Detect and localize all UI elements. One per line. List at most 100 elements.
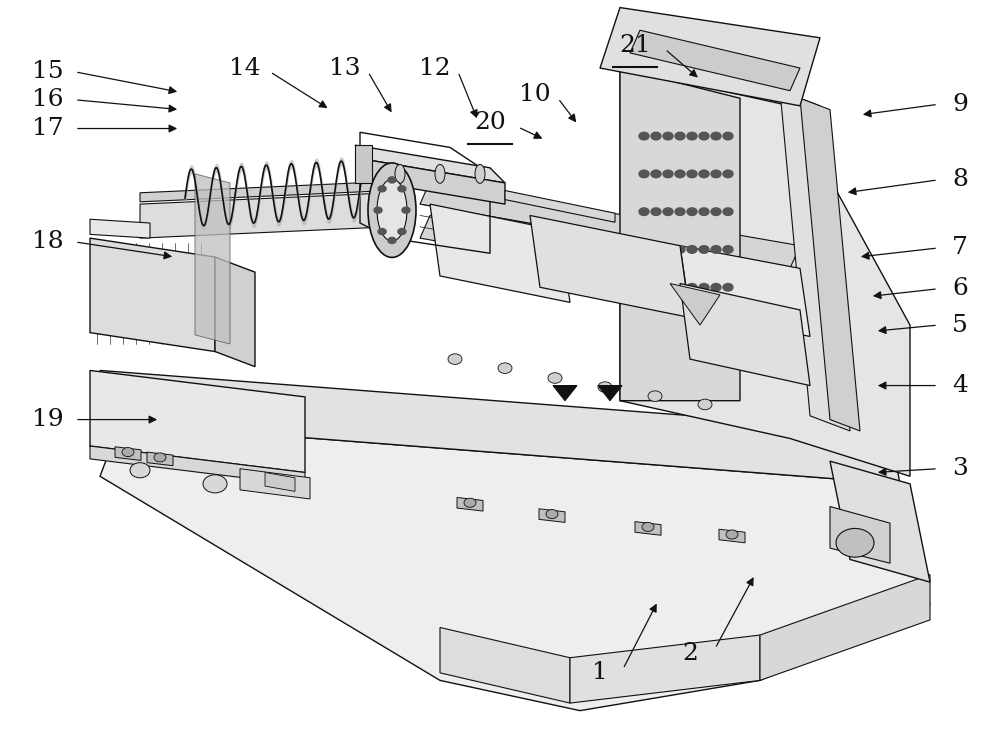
Circle shape <box>498 363 512 373</box>
Circle shape <box>648 391 662 401</box>
Polygon shape <box>240 469 310 499</box>
Polygon shape <box>215 257 255 367</box>
Polygon shape <box>90 370 305 472</box>
Text: 18: 18 <box>32 231 64 253</box>
Circle shape <box>448 354 462 364</box>
Polygon shape <box>553 386 577 401</box>
Circle shape <box>546 510 558 519</box>
Circle shape <box>598 382 612 392</box>
Polygon shape <box>90 446 305 485</box>
Polygon shape <box>598 386 622 401</box>
Circle shape <box>130 463 150 478</box>
Circle shape <box>711 284 721 291</box>
Circle shape <box>687 284 697 291</box>
Polygon shape <box>195 174 230 344</box>
Circle shape <box>651 246 661 253</box>
Circle shape <box>723 284 733 291</box>
Polygon shape <box>440 627 570 703</box>
Circle shape <box>402 207 410 213</box>
Text: 17: 17 <box>32 117 64 140</box>
Polygon shape <box>505 191 615 222</box>
Text: 20: 20 <box>474 111 506 134</box>
Polygon shape <box>90 238 215 352</box>
Polygon shape <box>430 204 570 302</box>
Polygon shape <box>680 246 810 336</box>
Circle shape <box>723 208 733 215</box>
Circle shape <box>711 132 721 140</box>
Text: 9: 9 <box>952 93 968 116</box>
Polygon shape <box>830 461 930 582</box>
Polygon shape <box>620 68 910 476</box>
Ellipse shape <box>368 163 416 257</box>
Circle shape <box>836 528 874 557</box>
Text: 13: 13 <box>329 57 361 79</box>
Polygon shape <box>760 575 930 680</box>
Circle shape <box>639 284 649 291</box>
Text: 4: 4 <box>952 374 968 397</box>
Polygon shape <box>680 284 810 386</box>
Text: 14: 14 <box>229 57 261 79</box>
Circle shape <box>548 373 562 383</box>
Circle shape <box>663 246 673 253</box>
Circle shape <box>687 246 697 253</box>
Polygon shape <box>570 635 760 703</box>
Circle shape <box>378 186 386 192</box>
Circle shape <box>374 207 382 213</box>
Polygon shape <box>100 370 900 484</box>
Polygon shape <box>539 509 565 522</box>
Polygon shape <box>420 181 800 268</box>
Text: 5: 5 <box>952 314 968 336</box>
Text: 19: 19 <box>32 408 64 431</box>
Ellipse shape <box>435 164 445 184</box>
Circle shape <box>203 475 227 493</box>
Circle shape <box>663 132 673 140</box>
Circle shape <box>464 498 476 507</box>
Polygon shape <box>830 507 890 563</box>
Polygon shape <box>370 160 505 204</box>
Polygon shape <box>90 219 150 238</box>
Circle shape <box>699 246 709 253</box>
Text: 10: 10 <box>519 83 551 106</box>
Circle shape <box>388 177 396 183</box>
Polygon shape <box>530 215 690 318</box>
Circle shape <box>723 170 733 178</box>
Circle shape <box>639 132 649 140</box>
Polygon shape <box>355 145 372 183</box>
Circle shape <box>651 170 661 178</box>
Polygon shape <box>670 284 720 325</box>
Text: 8: 8 <box>952 169 968 191</box>
Circle shape <box>122 448 134 457</box>
Circle shape <box>711 208 721 215</box>
Circle shape <box>663 284 673 291</box>
Circle shape <box>398 186 406 192</box>
Text: 2: 2 <box>682 643 698 665</box>
Circle shape <box>699 170 709 178</box>
Text: 21: 21 <box>619 34 651 57</box>
Circle shape <box>699 132 709 140</box>
Polygon shape <box>600 8 820 106</box>
Text: 6: 6 <box>952 277 968 300</box>
Ellipse shape <box>377 179 407 241</box>
Ellipse shape <box>395 164 405 184</box>
Circle shape <box>723 246 733 253</box>
Circle shape <box>651 132 661 140</box>
Circle shape <box>711 170 721 178</box>
Circle shape <box>699 208 709 215</box>
Circle shape <box>675 246 685 253</box>
Polygon shape <box>140 181 390 202</box>
Circle shape <box>388 237 396 243</box>
Text: 7: 7 <box>952 237 968 259</box>
Polygon shape <box>719 529 745 543</box>
Circle shape <box>698 399 712 410</box>
Circle shape <box>642 522 654 531</box>
Text: 15: 15 <box>32 60 64 83</box>
Circle shape <box>687 132 697 140</box>
Polygon shape <box>100 423 930 711</box>
Circle shape <box>723 132 733 140</box>
Circle shape <box>675 170 685 178</box>
Circle shape <box>687 170 697 178</box>
Circle shape <box>675 132 685 140</box>
Polygon shape <box>630 30 800 91</box>
Polygon shape <box>140 193 390 238</box>
Text: 1: 1 <box>592 662 608 684</box>
